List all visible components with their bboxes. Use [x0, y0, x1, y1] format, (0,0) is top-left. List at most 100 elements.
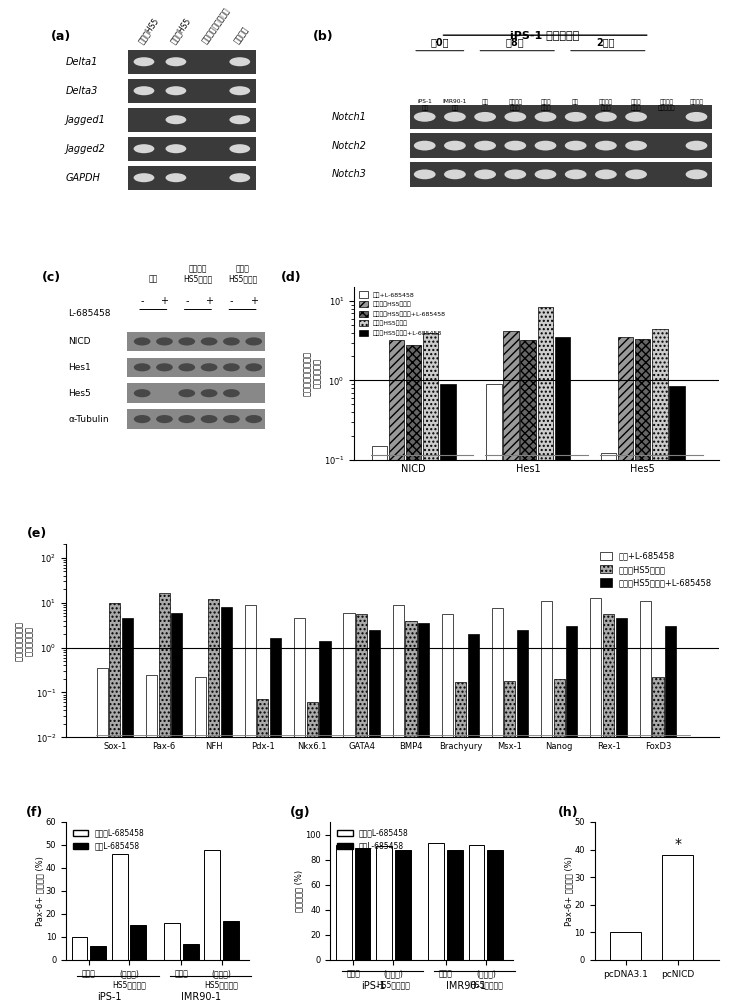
Ellipse shape: [223, 337, 240, 346]
Text: IMR90-1
细胞: IMR90-1 细胞: [443, 99, 467, 111]
Ellipse shape: [686, 112, 708, 122]
Bar: [406, 345, 421, 1000]
Bar: [640, 601, 651, 1000]
Text: iPS-1
细胞: iPS-1 细胞: [418, 99, 432, 111]
Ellipse shape: [178, 337, 195, 346]
Bar: [492, 608, 503, 1000]
Bar: [616, 618, 627, 1000]
Text: iPS-1 细胞衍生物: iPS-1 细胞衍生物: [510, 30, 580, 40]
Bar: [486, 384, 501, 1000]
Bar: [127, 332, 265, 351]
Bar: [410, 105, 711, 129]
Bar: [128, 50, 255, 74]
Ellipse shape: [166, 173, 186, 182]
Bar: [204, 850, 220, 960]
Text: (h): (h): [557, 806, 578, 819]
Bar: [537, 307, 553, 1000]
Bar: [410, 162, 711, 187]
Ellipse shape: [134, 389, 150, 397]
Bar: [653, 329, 668, 1000]
Bar: [159, 593, 170, 1000]
Bar: [504, 681, 515, 1000]
Bar: [555, 337, 570, 1000]
Text: Jagged1: Jagged1: [66, 115, 106, 125]
Bar: [223, 921, 239, 960]
Text: *: *: [675, 837, 681, 851]
Text: iPS-1: iPS-1: [361, 981, 385, 991]
Ellipse shape: [504, 169, 526, 179]
Bar: [662, 855, 694, 960]
Ellipse shape: [200, 389, 217, 397]
Text: 阳性对照: 阳性对照: [233, 25, 250, 46]
Ellipse shape: [444, 112, 466, 122]
Bar: [455, 682, 466, 1000]
Ellipse shape: [230, 173, 250, 182]
Bar: [553, 679, 564, 1000]
Text: Hes1: Hes1: [68, 363, 91, 372]
Text: 未经照HS5: 未经照HS5: [137, 16, 161, 46]
Text: Delta1: Delta1: [66, 57, 98, 67]
Y-axis label: Pax-6+ 细胞占比 (%): Pax-6+ 细胞占比 (%): [564, 856, 573, 926]
Bar: [520, 340, 536, 1000]
Legend: 未加入L-685458, 加入L-685458: 未加入L-685458, 加入L-685458: [70, 826, 147, 854]
Bar: [128, 108, 255, 132]
Bar: [517, 630, 528, 1000]
Ellipse shape: [134, 363, 150, 371]
Bar: [635, 339, 650, 1000]
Ellipse shape: [223, 389, 240, 397]
Bar: [611, 932, 642, 960]
Bar: [376, 846, 392, 960]
Bar: [389, 340, 404, 1000]
Ellipse shape: [134, 415, 150, 423]
Bar: [355, 848, 371, 960]
Text: -: -: [185, 296, 189, 306]
Text: +: +: [205, 296, 213, 306]
Ellipse shape: [595, 169, 617, 179]
Bar: [371, 446, 387, 1000]
Bar: [164, 923, 180, 960]
Bar: [418, 623, 429, 1000]
Text: (f): (f): [26, 806, 43, 819]
Bar: [423, 333, 438, 1000]
Y-axis label: Pax-6+ 细胞占比 (%): Pax-6+ 细胞占比 (%): [35, 856, 44, 926]
Ellipse shape: [178, 363, 195, 371]
Bar: [221, 607, 232, 1000]
Ellipse shape: [245, 415, 262, 423]
Text: (c): (c): [42, 271, 61, 284]
Bar: [590, 598, 601, 1000]
Y-axis label: 相对的蛋白表达水平
（对数转换）: 相对的蛋白表达水平 （对数转换）: [303, 351, 322, 396]
Bar: [356, 614, 367, 1000]
Bar: [294, 618, 305, 1000]
Bar: [440, 384, 456, 1000]
Ellipse shape: [134, 173, 154, 182]
Ellipse shape: [595, 141, 617, 150]
Text: 对照: 对照: [482, 99, 489, 105]
Y-axis label: 细胞存活率 (%): 细胞存活率 (%): [294, 870, 304, 912]
Bar: [244, 605, 256, 1000]
Bar: [468, 845, 484, 960]
Text: Notch2: Notch2: [333, 141, 367, 151]
Bar: [487, 850, 503, 960]
Bar: [319, 641, 330, 1000]
Legend: 对照+L-685458, 接触式HS5共培养, 接触式HS5共培养+L-685458: 对照+L-685458, 接触式HS5共培养, 接触式HS5共培养+L-6854…: [596, 548, 715, 591]
Text: Delta3: Delta3: [66, 86, 98, 96]
Ellipse shape: [200, 363, 217, 371]
Bar: [258, 699, 269, 1000]
Ellipse shape: [474, 169, 496, 179]
Bar: [128, 137, 255, 161]
Bar: [109, 603, 120, 1000]
Bar: [393, 605, 404, 1000]
Text: -: -: [140, 296, 144, 306]
Ellipse shape: [178, 389, 195, 397]
Bar: [653, 677, 664, 1000]
Ellipse shape: [223, 363, 240, 371]
Bar: [468, 634, 479, 1000]
Text: 非接触式
HS5共培养: 非接触式 HS5共培养: [184, 264, 213, 284]
Text: 非接触式
共培养: 非接触式 共培养: [509, 99, 523, 111]
Bar: [447, 850, 463, 960]
Ellipse shape: [565, 141, 586, 150]
Text: 接触式
共培养: 接触式 共培养: [540, 99, 550, 111]
Bar: [307, 702, 318, 1000]
Bar: [122, 618, 133, 1000]
Bar: [603, 614, 614, 1000]
